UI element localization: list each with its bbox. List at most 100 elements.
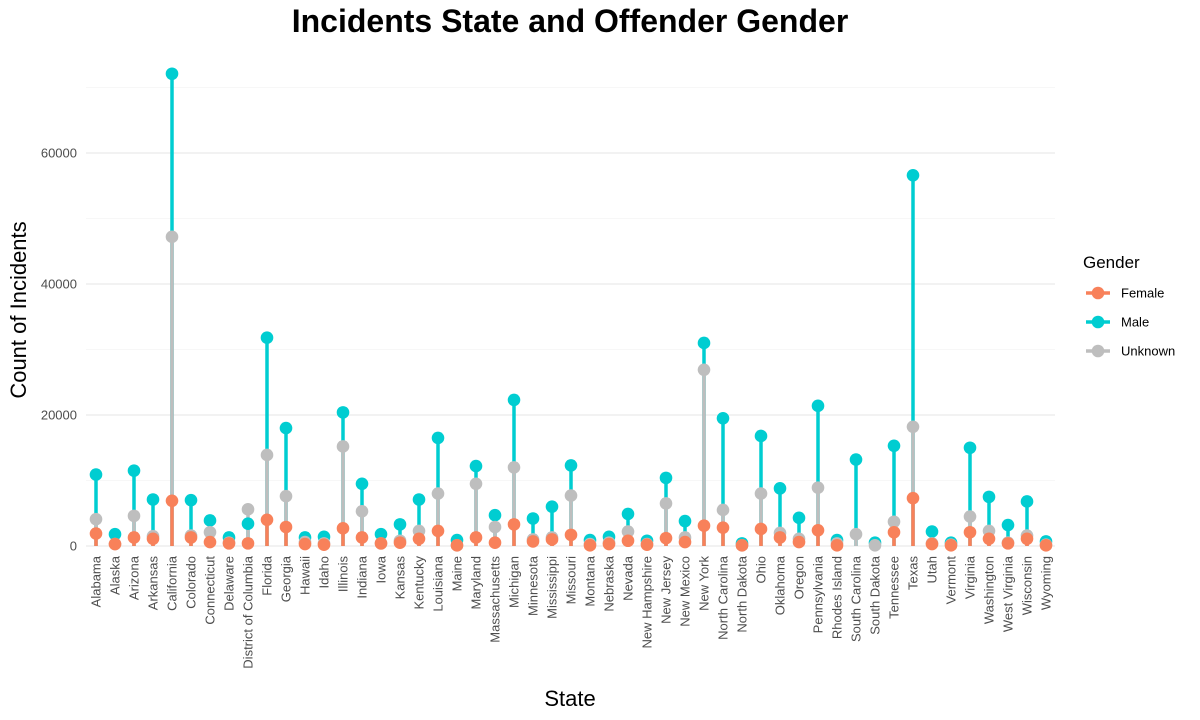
male-point bbox=[1001, 518, 1015, 532]
female-point bbox=[127, 531, 141, 544]
female-point bbox=[355, 531, 369, 544]
y-tick-label: 20000 bbox=[41, 408, 77, 423]
y-axis-ticks: 0 20000 40000 60000 bbox=[41, 146, 77, 554]
x-tick-label: Texas bbox=[906, 556, 921, 590]
x-tick-label: Montana bbox=[583, 555, 598, 606]
x-tick-label: New Mexico bbox=[678, 556, 693, 627]
male-point bbox=[526, 512, 540, 525]
female-point bbox=[716, 521, 730, 534]
female-point bbox=[336, 522, 350, 535]
male-point bbox=[678, 514, 692, 528]
male-point bbox=[336, 406, 350, 419]
female-point bbox=[792, 535, 806, 549]
unknown-point bbox=[165, 230, 179, 244]
female-point bbox=[963, 525, 977, 539]
male-point bbox=[469, 459, 483, 473]
female-point bbox=[754, 522, 768, 536]
unknown-point bbox=[811, 481, 825, 495]
unknown-point bbox=[716, 503, 730, 517]
male-point bbox=[887, 439, 901, 453]
male-point bbox=[393, 518, 407, 531]
female-point bbox=[811, 523, 825, 537]
x-tick-label: Iowa bbox=[374, 555, 389, 583]
female-point bbox=[89, 527, 103, 540]
x-tick-label: Oklahoma bbox=[773, 555, 788, 615]
x-tick-label: Wisconsin bbox=[1020, 556, 1035, 615]
male-point bbox=[412, 493, 426, 506]
male-point bbox=[89, 468, 103, 481]
female-point bbox=[222, 537, 236, 550]
male-point bbox=[849, 453, 863, 466]
unknown-point bbox=[564, 489, 578, 502]
male-point bbox=[165, 67, 179, 81]
legend-key-point bbox=[1091, 315, 1105, 329]
female-point bbox=[545, 533, 559, 546]
x-tick-label: Nebraska bbox=[602, 555, 617, 611]
male-point bbox=[431, 431, 445, 445]
female-point bbox=[1039, 539, 1053, 552]
unknown-point bbox=[279, 489, 293, 503]
x-tick-label: Nevada bbox=[621, 555, 636, 601]
female-point bbox=[431, 524, 445, 538]
x-tick-label: Utah bbox=[925, 556, 940, 583]
male-point bbox=[374, 527, 388, 541]
male-point bbox=[792, 511, 806, 525]
x-tick-label: District of Columbia bbox=[241, 555, 256, 668]
male-point bbox=[241, 517, 255, 531]
female-point bbox=[298, 537, 312, 551]
male-point bbox=[108, 527, 122, 541]
male-point bbox=[203, 514, 217, 527]
y-tick-label: 0 bbox=[70, 539, 77, 554]
x-tick-label: Washington bbox=[982, 556, 997, 624]
female-point bbox=[488, 536, 502, 550]
male-point bbox=[564, 459, 578, 472]
unknown-point bbox=[887, 515, 901, 529]
x-tick-label: Michigan bbox=[507, 556, 522, 608]
female-point bbox=[621, 534, 635, 548]
x-tick-label: West Virginia bbox=[1001, 555, 1016, 632]
x-tick-label: Kansas bbox=[393, 556, 408, 600]
y-axis-title: Count of Incidents bbox=[6, 221, 31, 398]
male-point bbox=[811, 399, 825, 413]
male-point bbox=[659, 471, 673, 485]
x-axis-title: State bbox=[544, 686, 595, 711]
x-tick-label: Mississippi bbox=[545, 556, 560, 619]
legend-label: Female bbox=[1121, 286, 1164, 301]
unknown-point bbox=[621, 525, 635, 538]
legend: Gender Female Male Unknown bbox=[1083, 253, 1175, 359]
female-point bbox=[393, 536, 407, 550]
legend-label: Male bbox=[1121, 315, 1149, 330]
legend-item-female: Female bbox=[1086, 286, 1164, 301]
unknown-point bbox=[868, 539, 882, 552]
female-point bbox=[982, 532, 996, 546]
unknown-point bbox=[659, 497, 673, 510]
x-tick-label: Illinois bbox=[336, 556, 351, 593]
male-point bbox=[773, 482, 787, 495]
y-tick-label: 40000 bbox=[41, 277, 77, 292]
female-point bbox=[773, 531, 787, 544]
x-tick-label: Arkansas bbox=[146, 556, 161, 611]
x-axis-ticks: Alabama Alaska Arizona Arkansas California Co… bbox=[89, 555, 1054, 668]
unknown-point bbox=[355, 504, 369, 518]
male-point bbox=[963, 441, 977, 455]
legend-item-male: Male bbox=[1086, 315, 1149, 330]
chart-title: Incidents State and Offender Gender bbox=[292, 3, 849, 39]
legend-key-point bbox=[1091, 344, 1105, 358]
male-point bbox=[184, 493, 198, 507]
x-tick-label: Arizona bbox=[127, 555, 142, 600]
unknown-point bbox=[89, 512, 103, 526]
unknown-point bbox=[697, 363, 711, 377]
x-tick-label: Delaware bbox=[222, 556, 237, 611]
female-point bbox=[241, 537, 255, 550]
unknown-point bbox=[203, 525, 217, 539]
male-point bbox=[146, 493, 160, 506]
female-point bbox=[203, 535, 217, 549]
male-point bbox=[488, 508, 502, 522]
x-tick-label: Connecticut bbox=[203, 556, 218, 625]
male-point bbox=[507, 393, 521, 407]
x-tick-label: Maine bbox=[450, 556, 465, 591]
x-tick-label: South Dakota bbox=[868, 555, 883, 635]
male-point bbox=[1020, 495, 1034, 508]
male-point bbox=[127, 464, 141, 477]
